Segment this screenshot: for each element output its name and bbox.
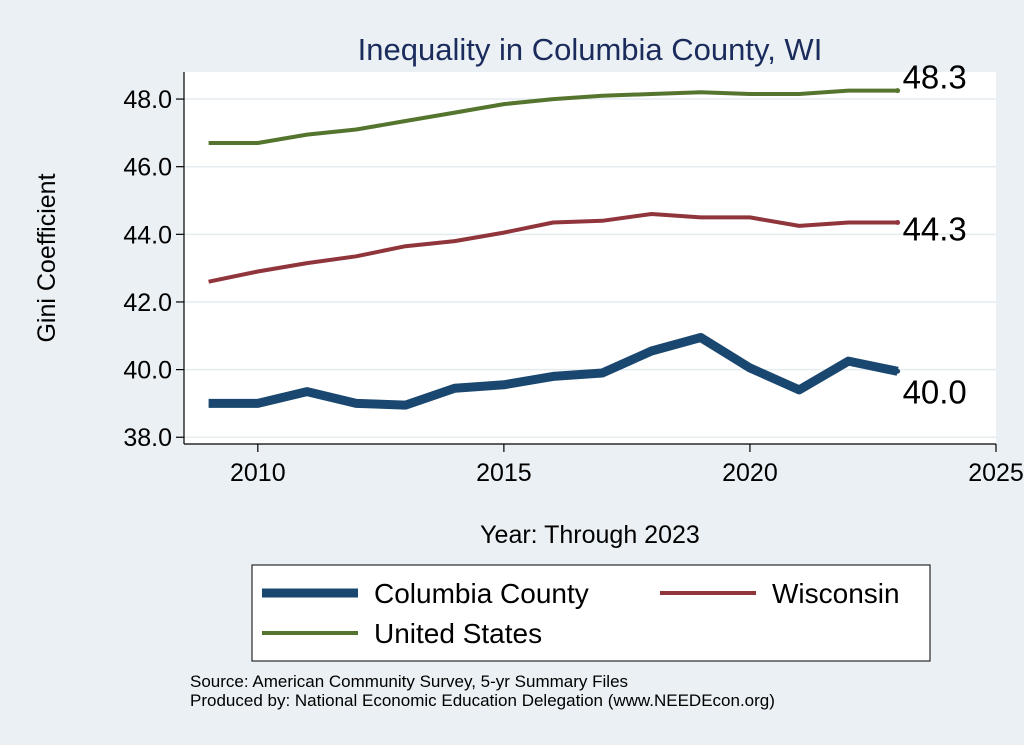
series-end-marker bbox=[895, 219, 901, 225]
series-line-wisconsin bbox=[208, 212, 898, 284]
legend: Columbia County Wisconsin United States bbox=[262, 578, 900, 649]
y-tick-label: 38.0 bbox=[123, 424, 172, 452]
x-tick-label: 2010 bbox=[230, 459, 286, 487]
source-text: Source: American Community Survey, 5-yr … bbox=[190, 672, 629, 691]
series-end-label: 44.3 bbox=[903, 210, 967, 247]
series-line-columbia-county bbox=[208, 333, 899, 410]
produced-by-text: Produced by: National Economic Education… bbox=[190, 691, 775, 710]
legend-label: Wisconsin bbox=[772, 578, 900, 609]
x-tick-label: 2020 bbox=[722, 459, 778, 487]
legend-label: Columbia County bbox=[374, 578, 589, 609]
series-end-marker bbox=[895, 88, 901, 94]
series-end-label: 40.0 bbox=[903, 373, 967, 410]
legend-box bbox=[251, 564, 931, 662]
x-tick-label: 2025 bbox=[968, 459, 1024, 487]
y-axis-label: Gini Coefficient bbox=[33, 173, 61, 342]
y-tick-label: 44.0 bbox=[123, 221, 172, 249]
y-axis-ticks: 38.0 40.0 42.0 44.0 46.0 48.0 bbox=[123, 86, 184, 452]
y-tick-label: 48.0 bbox=[123, 86, 172, 114]
chart-title: Inequality in Columbia County, WI bbox=[358, 32, 823, 67]
series-end-labels: 40.0 44.3 48.3 bbox=[903, 59, 967, 411]
series-line-united-states bbox=[208, 88, 898, 145]
x-axis-ticks: 2010 2015 2020 2025 bbox=[230, 444, 1024, 487]
series-lines bbox=[208, 88, 901, 410]
series-end-label: 48.3 bbox=[903, 59, 967, 96]
y-tick-label: 42.0 bbox=[123, 289, 172, 317]
source-notes: Source: American Community Survey, 5-yr … bbox=[190, 672, 775, 710]
series-end-marker bbox=[895, 368, 901, 374]
y-tick-label: 40.0 bbox=[123, 357, 172, 385]
x-axis-label: Year: Through 2023 bbox=[480, 521, 700, 549]
x-tick-label: 2015 bbox=[476, 459, 532, 487]
legend-label: United States bbox=[374, 618, 542, 649]
y-tick-label: 46.0 bbox=[123, 154, 172, 182]
